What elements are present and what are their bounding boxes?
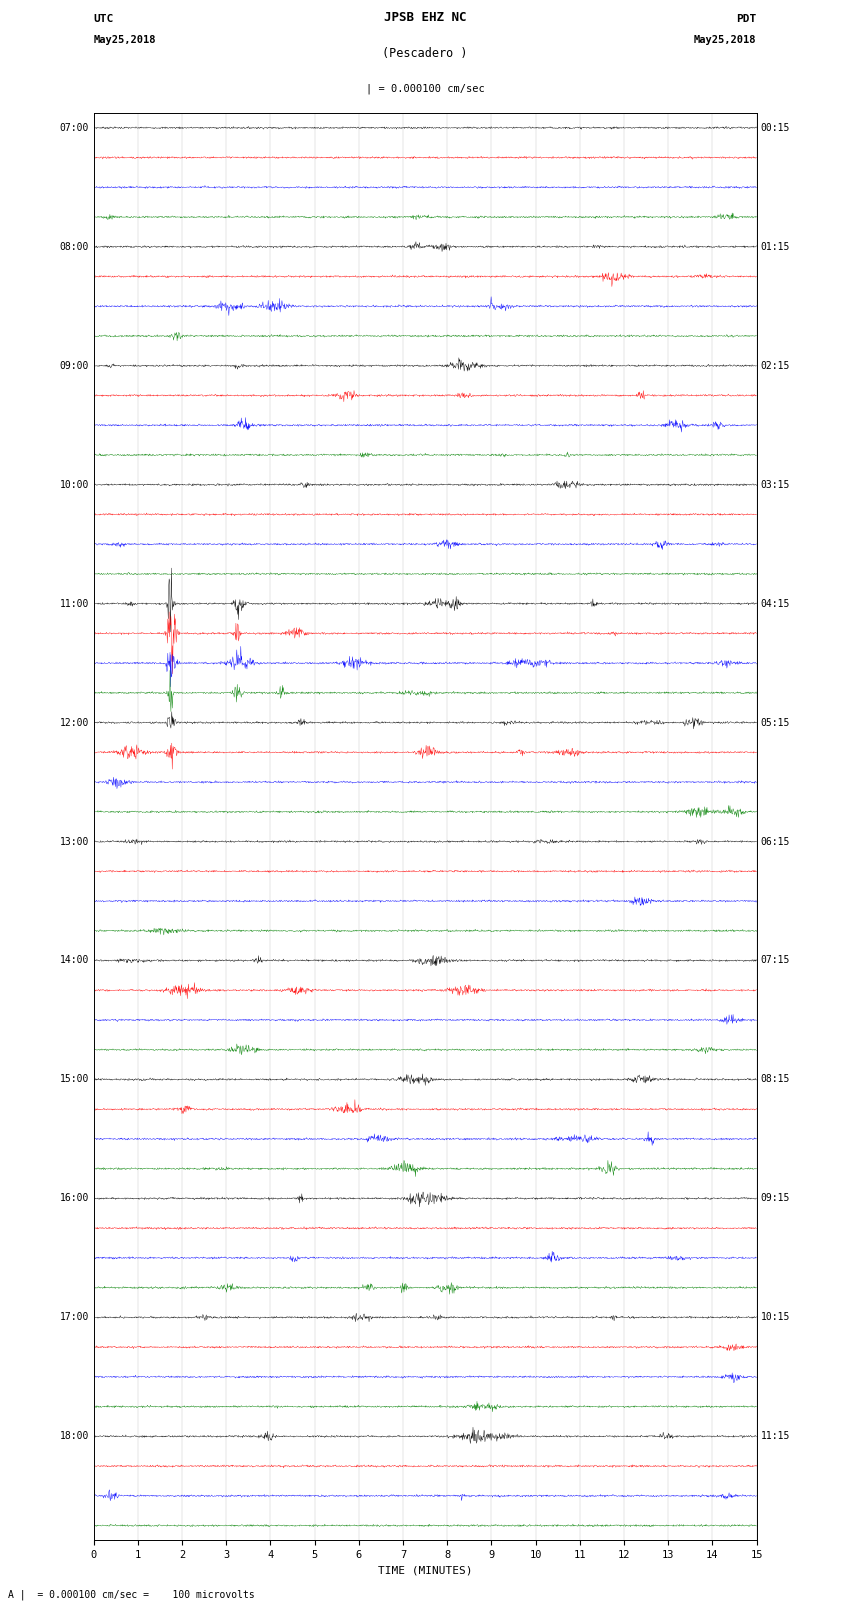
Text: | = 0.000100 cm/sec: | = 0.000100 cm/sec: [366, 82, 484, 94]
Text: 16:00: 16:00: [60, 1194, 89, 1203]
Text: 13:00: 13:00: [60, 837, 89, 847]
Text: May25,2018: May25,2018: [694, 35, 756, 45]
Text: (Pescadero ): (Pescadero ): [382, 47, 468, 60]
Text: 04:15: 04:15: [761, 598, 790, 608]
Text: May25,2018: May25,2018: [94, 35, 156, 45]
Text: JPSB EHZ NC: JPSB EHZ NC: [383, 11, 467, 24]
Text: 01:15: 01:15: [761, 242, 790, 252]
Text: 11:15: 11:15: [761, 1431, 790, 1442]
Text: UTC: UTC: [94, 15, 114, 24]
Text: 05:15: 05:15: [761, 718, 790, 727]
Text: 00:15: 00:15: [761, 123, 790, 132]
Text: 18:00: 18:00: [60, 1431, 89, 1442]
Text: PDT: PDT: [736, 15, 756, 24]
Text: 12:00: 12:00: [60, 718, 89, 727]
Text: 07:15: 07:15: [761, 955, 790, 966]
Text: 17:00: 17:00: [60, 1313, 89, 1323]
Text: 07:00: 07:00: [60, 123, 89, 132]
Text: 10:00: 10:00: [60, 479, 89, 490]
Text: 08:15: 08:15: [761, 1074, 790, 1084]
Text: 15:00: 15:00: [60, 1074, 89, 1084]
Text: 08:00: 08:00: [60, 242, 89, 252]
Text: A |  = 0.000100 cm/sec =    100 microvolts: A | = 0.000100 cm/sec = 100 microvolts: [8, 1589, 255, 1600]
Text: 14:00: 14:00: [60, 955, 89, 966]
Text: 10:15: 10:15: [761, 1313, 790, 1323]
Text: 11:00: 11:00: [60, 598, 89, 608]
X-axis label: TIME (MINUTES): TIME (MINUTES): [377, 1566, 473, 1576]
Text: 09:15: 09:15: [761, 1194, 790, 1203]
Text: 03:15: 03:15: [761, 479, 790, 490]
Text: 09:00: 09:00: [60, 361, 89, 371]
Text: 06:15: 06:15: [761, 837, 790, 847]
Text: 02:15: 02:15: [761, 361, 790, 371]
